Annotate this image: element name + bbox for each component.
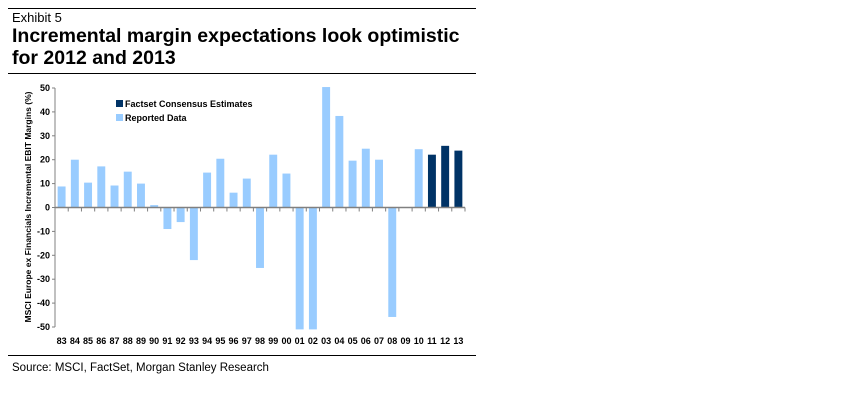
x-tick-label: 98	[255, 336, 265, 346]
y-tick-label: 50	[40, 83, 50, 93]
bar-estimate-13	[454, 150, 463, 208]
x-tick-label: 90	[149, 336, 159, 346]
bar-reported-89	[137, 183, 145, 208]
y-tick-label: 40	[40, 107, 50, 117]
legend-swatch-estimates	[116, 100, 123, 107]
x-tick-label: 05	[348, 336, 358, 346]
x-tick-label: 85	[83, 336, 93, 346]
bar-reported-91	[163, 207, 172, 230]
bar-reported-94	[203, 172, 212, 208]
bar-reported-08	[388, 207, 397, 317]
bar-reported-04	[335, 115, 344, 208]
bottom-rule	[8, 355, 476, 356]
y-axis-title: MSCI Europe ex Financials Incremental EB…	[23, 91, 33, 322]
y-axis-title-group: MSCI Europe ex Financials Incremental EB…	[23, 91, 33, 322]
exhibit-label: Exhibit 5	[12, 10, 62, 25]
x-tick-label: 08	[387, 336, 397, 346]
bar-reported-07	[375, 159, 383, 208]
x-tick-label: 10	[414, 336, 424, 346]
y-tick-label: 30	[40, 131, 50, 141]
bar-reported-98	[256, 207, 264, 268]
bar-reported-00	[282, 173, 291, 208]
legend-label-estimates: Factset Consensus Estimates	[125, 99, 253, 109]
bar-reported-05	[348, 160, 357, 208]
y-tick-label: 10	[40, 179, 50, 189]
bar-reported-03	[322, 87, 331, 208]
x-tick-label: 94	[202, 336, 212, 346]
y-tick-label: -20	[37, 250, 50, 260]
title-rule	[8, 73, 476, 74]
x-tick-label: 07	[374, 336, 384, 346]
y-ticks-group: 50 40 30 20 10 0 -10 -20 -30 -40 -50	[37, 83, 55, 332]
bar-reported-86	[97, 166, 106, 208]
x-tick-label: 13	[453, 336, 463, 346]
legend: Factset Consensus Estimates Reported Dat…	[116, 99, 253, 123]
x-tick-label: 03	[321, 336, 331, 346]
legend-label-reported: Reported Data	[125, 113, 188, 123]
x-tick-label: 09	[400, 336, 410, 346]
y-tick-label: -30	[37, 274, 50, 284]
bar-reported-97	[242, 178, 251, 208]
x-tick-label: 84	[70, 336, 80, 346]
chart-title: Incremental margin expectations look opt…	[12, 25, 460, 69]
x-tick-label: 02	[308, 336, 318, 346]
x-ticks-group: 83 84 85 86 87 88 89 90 91 92 93 94 95 96 97 98 99 00 01 02…	[57, 207, 466, 346]
bar-estimate-11	[427, 154, 436, 208]
x-tick-label: 92	[176, 336, 186, 346]
x-tick-label: 00	[281, 336, 291, 346]
x-tick-label: 95	[215, 336, 225, 346]
bars-group	[57, 87, 463, 330]
x-tick-label: 01	[295, 336, 305, 346]
x-tick-label: 12	[440, 336, 450, 346]
legend-swatch-reported	[116, 114, 123, 121]
y-tick-label: -40	[37, 298, 50, 308]
bar-reported-01	[295, 207, 304, 330]
x-tick-label: 89	[136, 336, 146, 346]
bar-reported-85	[84, 182, 93, 208]
y-tick-label: -10	[37, 226, 50, 236]
bar-reported-10	[414, 149, 423, 208]
x-tick-label: 99	[268, 336, 278, 346]
axes-group	[54, 88, 465, 327]
x-tick-label: 83	[57, 336, 67, 346]
x-tick-label: 91	[162, 336, 172, 346]
x-tick-label: 06	[361, 336, 371, 346]
bar-reported-83	[57, 186, 66, 208]
x-tick-label: 93	[189, 336, 199, 346]
x-tick-label: 86	[96, 336, 106, 346]
x-tick-label: 87	[110, 336, 120, 346]
x-tick-label: 11	[427, 336, 437, 346]
bar-reported-99	[269, 154, 278, 208]
bar-estimate-12	[441, 145, 450, 208]
x-tick-label: 97	[242, 336, 252, 346]
bar-reported-93	[189, 207, 198, 261]
y-tick-label: 20	[40, 155, 50, 165]
bar-reported-92	[176, 207, 185, 223]
bar-reported-88	[123, 171, 132, 208]
bar-reported-90	[150, 205, 159, 208]
y-tick-label: 0	[45, 203, 50, 213]
y-tick-label: -50	[37, 322, 50, 332]
source-note: Source: MSCI, FactSet, Morgan Stanley Re…	[12, 362, 269, 374]
bar-chart: MSCI Europe ex Financials Incremental EB…	[23, 83, 466, 346]
bar-reported-96	[229, 192, 238, 208]
bar-reported-95	[216, 158, 225, 208]
bar-reported-84	[70, 159, 79, 208]
x-tick-label: 04	[334, 336, 344, 346]
x-tick-label: 96	[229, 336, 239, 346]
bar-reported-06	[361, 148, 370, 208]
x-tick-label: 88	[123, 336, 133, 346]
bar-reported-87	[110, 185, 119, 208]
top-rule	[8, 8, 476, 9]
bar-reported-02	[308, 207, 317, 330]
